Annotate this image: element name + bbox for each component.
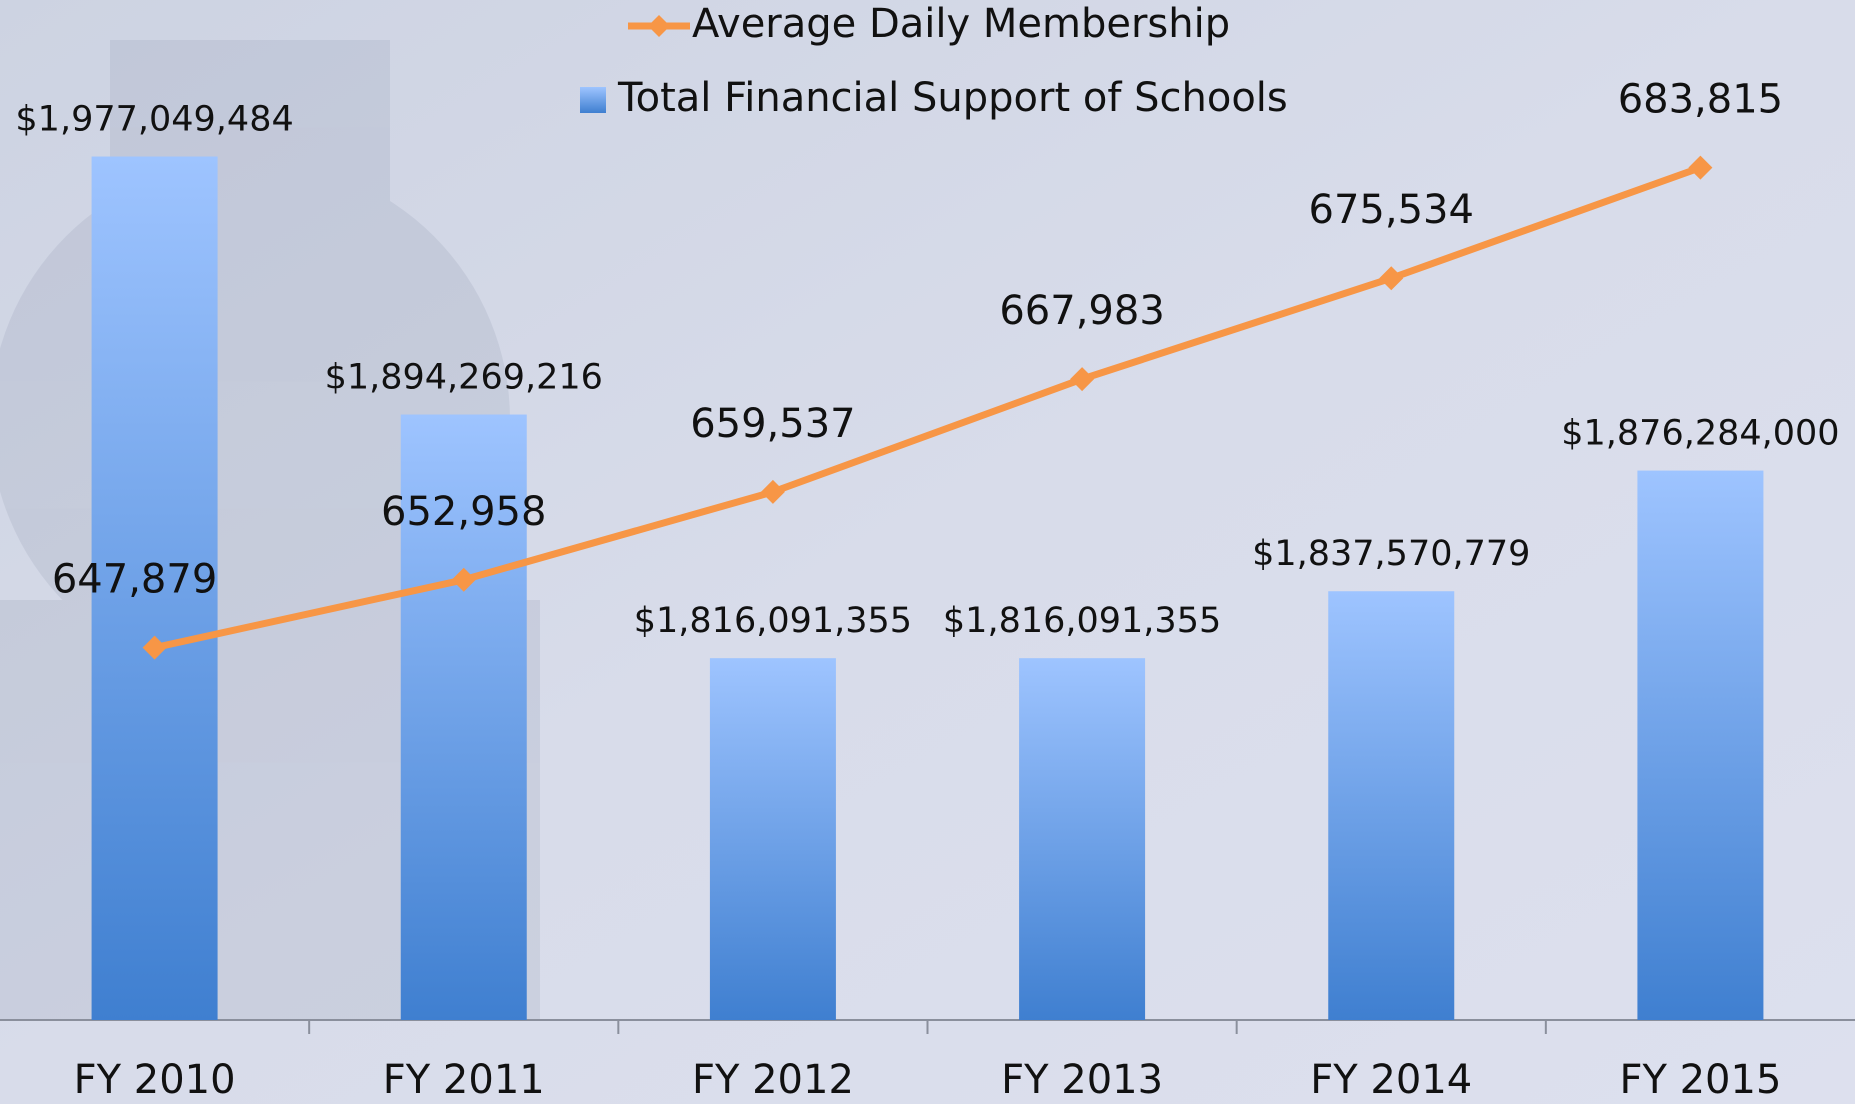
x-tick-label: FY 2013 — [1001, 1057, 1163, 1103]
x-tick-label: FY 2014 — [1310, 1057, 1472, 1103]
bar — [1328, 591, 1454, 1020]
line-value-label: 667,983 — [999, 288, 1164, 334]
legend-label: Average Daily Membership — [692, 1, 1230, 47]
bar-value-label: $1,816,091,355 — [943, 601, 1221, 641]
chart: FY 2010 FY 2011 FY 2012 FY 2013 FY 2014 FY 20… — [0, 0, 1855, 1104]
x-tick-label: FY 2010 — [74, 1057, 236, 1103]
line-value-label: 652,958 — [381, 489, 546, 535]
page: FY 2010 FY 2011 FY 2012 FY 2013 FY 2014 FY 20… — [0, 0, 1855, 1104]
bar — [1637, 471, 1763, 1020]
line-value-label: 659,537 — [690, 401, 855, 447]
bar-value-label: $1,816,091,355 — [634, 601, 912, 641]
x-tick-label: FY 2012 — [692, 1057, 854, 1103]
bar — [710, 658, 836, 1020]
line-value-label: 683,815 — [1618, 77, 1783, 123]
bar-value-label: $1,977,049,484 — [15, 100, 293, 140]
line-value-label: 675,534 — [1309, 187, 1474, 233]
bar-value-label: $1,876,284,000 — [1561, 414, 1839, 454]
bar-value-label: $1,894,269,216 — [325, 358, 603, 398]
bar-value-label: $1,837,570,779 — [1252, 534, 1530, 574]
bar — [1019, 658, 1145, 1020]
line-value-label: 647,879 — [52, 557, 217, 603]
x-tick-label: FY 2015 — [1619, 1057, 1781, 1103]
legend-label: Total Financial Support of Schools — [617, 75, 1288, 121]
legend-swatch — [580, 87, 606, 113]
x-tick-label: FY 2011 — [383, 1057, 545, 1103]
